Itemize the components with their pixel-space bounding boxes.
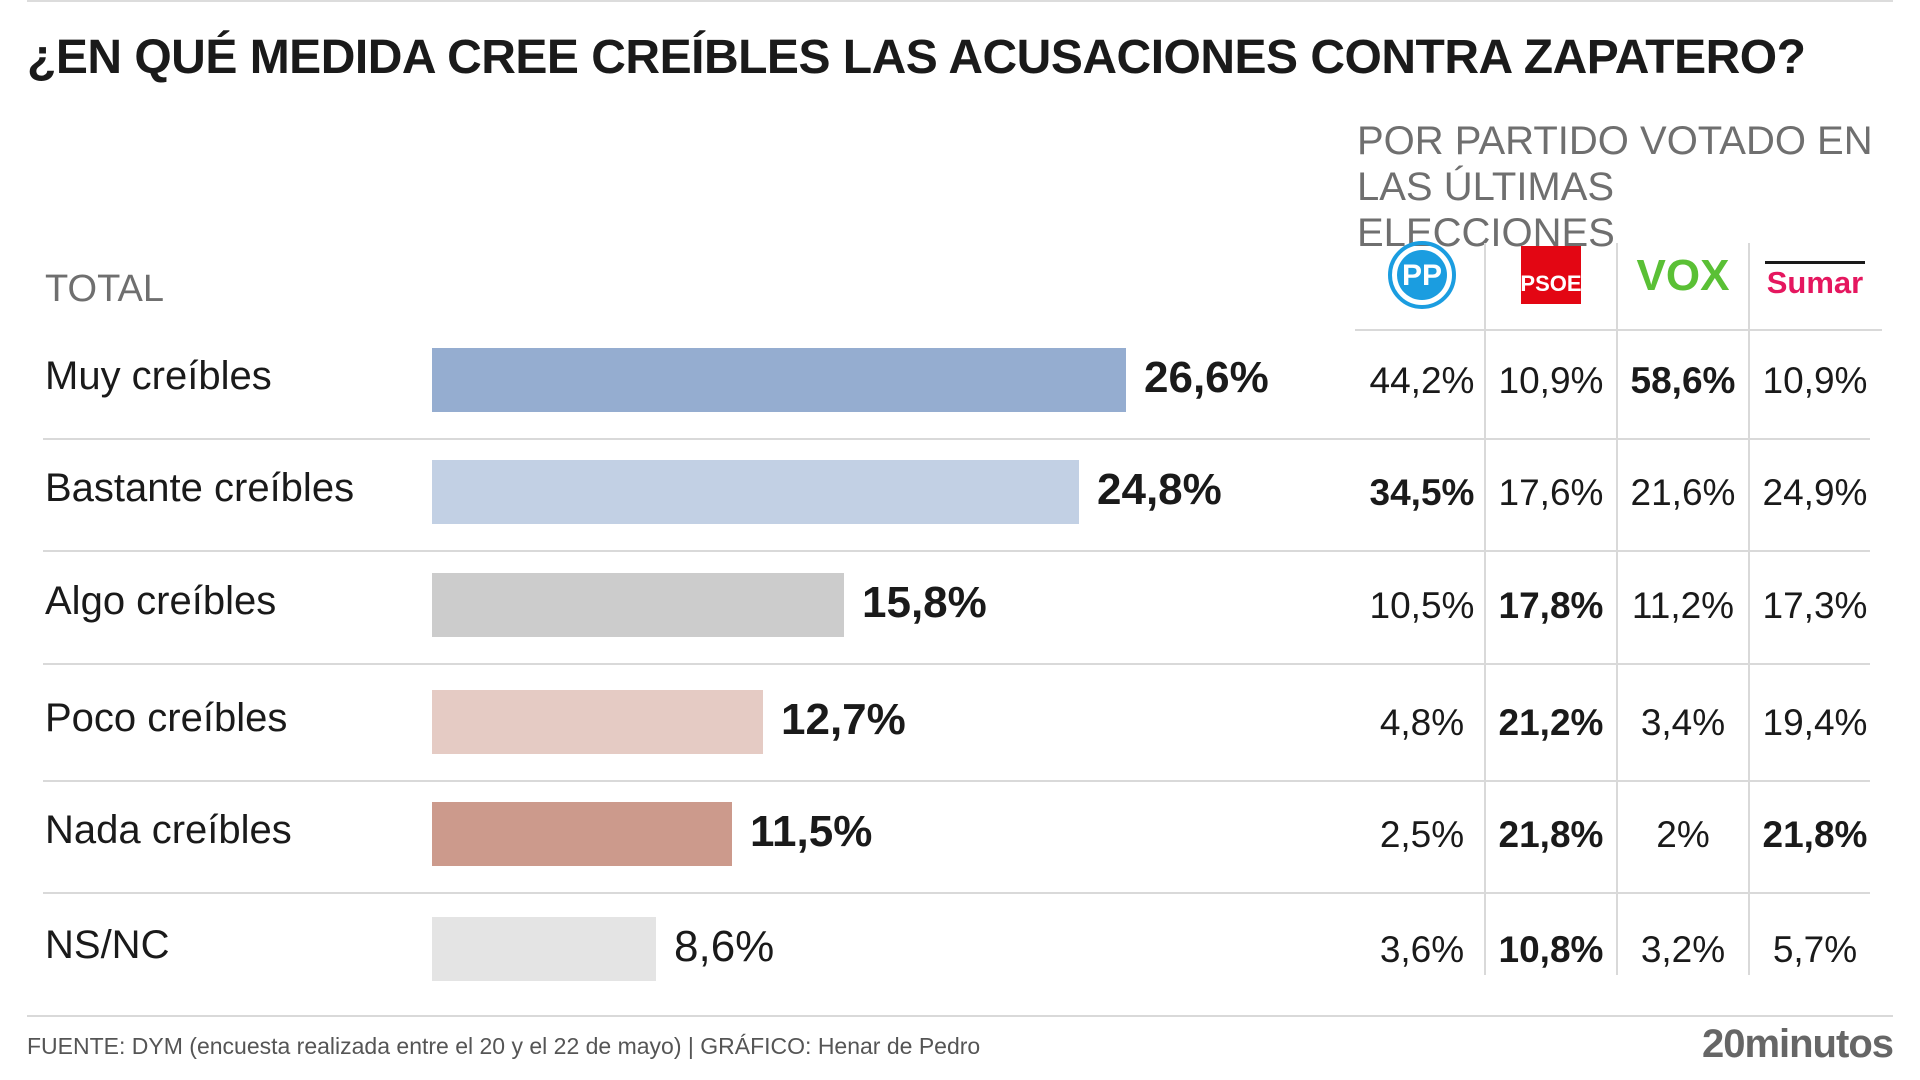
pp-logo-icon: PP (1358, 240, 1486, 310)
bar-value-label: 24,8% (1097, 465, 1222, 514)
header-separator (1355, 329, 1882, 331)
svg-text:VOX: VOX (1637, 251, 1730, 300)
svg-text:Sumar: Sumar (1767, 265, 1863, 300)
row-separator (43, 438, 1870, 440)
psoe-logo-icon: PSOE (1487, 240, 1615, 310)
table-cell-sumar: 19,4% (1762, 702, 1868, 743)
table-cell-psoe: 17,8% (1498, 585, 1604, 626)
table-cell-vox: 2% (1656, 814, 1710, 855)
bar-value-label: 12,7% (781, 695, 906, 744)
table-cell-pp: 3,6% (1379, 929, 1465, 970)
table-cell-sumar: 17,3% (1762, 585, 1868, 626)
column-separator-3 (1748, 243, 1750, 975)
row-separator (43, 550, 1870, 552)
table-cell-vox: 3,4% (1640, 702, 1726, 743)
bar (432, 348, 1126, 412)
bar-value-label: 15,8% (862, 578, 987, 627)
table-cell-sumar: 21,8% (1762, 814, 1868, 855)
category-label: Muy creíbles (45, 354, 272, 398)
table-cell-psoe: 10,8% (1498, 929, 1604, 970)
category-label: Poco creíbles (45, 696, 288, 740)
svg-text:PSOE: PSOE (1520, 271, 1581, 296)
subtitle-line-2: LAS ÚLTIMAS ELECCIONES (1357, 165, 1615, 255)
row-separator (43, 892, 1870, 894)
bottom-rule (27, 1015, 1893, 1017)
row-separator (43, 663, 1870, 665)
column-separator-1 (1484, 243, 1486, 975)
table-cell-pp: 4,8% (1379, 702, 1465, 743)
bar (432, 460, 1079, 524)
table-cell-sumar: 24,9% (1762, 472, 1868, 513)
table-cell-vox: 21,6% (1630, 472, 1736, 513)
bar-value-label: 11,5% (750, 807, 873, 856)
table-cell-sumar: 10,9% (1762, 360, 1868, 401)
column-separator-2 (1616, 243, 1618, 975)
total-label: TOTAL (45, 268, 164, 310)
table-cell-pp: 2,5% (1379, 814, 1465, 855)
table-cell-pp: 44,2% (1369, 360, 1475, 401)
source-footer: FUENTE: DYM (encuesta realizada entre el… (27, 1033, 981, 1059)
bar (432, 573, 844, 637)
table-cell-pp: 10,5% (1369, 585, 1475, 626)
subtitle-line-1: POR PARTIDO VOTADO EN (1357, 119, 1873, 163)
table-cell-vox: 11,2% (1631, 585, 1735, 626)
top-rule (27, 0, 1893, 2)
category-label: Nada creíbles (45, 808, 292, 852)
bar-value-label: 26,6% (1144, 353, 1269, 402)
bar (432, 690, 763, 754)
category-label: NS/NC (45, 923, 170, 967)
svg-text:PP: PP (1402, 259, 1442, 292)
table-subtitle: POR PARTIDO VOTADO EN LAS ÚLTIMAS ELECCI… (1357, 118, 1877, 256)
table-cell-sumar: 5,7% (1772, 929, 1858, 970)
vox-logo-icon: VOX (1619, 240, 1747, 310)
table-cell-vox: 58,6% (1630, 360, 1736, 401)
bar (432, 802, 732, 866)
table-cell-psoe: 21,8% (1498, 814, 1604, 855)
brand-logo: 20minutos (1701, 1022, 1894, 1066)
table-cell-vox: 3,2% (1640, 929, 1726, 970)
table-cell-psoe: 21,2% (1498, 702, 1604, 743)
category-label: Bastante creíbles (45, 466, 355, 510)
table-cell-pp: 34,5% (1369, 472, 1475, 513)
sumar-logo-icon: Sumar (1751, 240, 1879, 310)
bar (432, 917, 656, 981)
category-label: Algo creíbles (45, 579, 277, 623)
table-cell-psoe: 17,6% (1498, 472, 1604, 513)
chart-title: ¿EN QUÉ MEDIDA CREE CREÍBLES LAS ACUSACI… (27, 31, 1806, 84)
bar-value-label: 8,6% (674, 922, 775, 971)
table-cell-psoe: 10,9% (1498, 360, 1604, 401)
row-separator (43, 780, 1870, 782)
